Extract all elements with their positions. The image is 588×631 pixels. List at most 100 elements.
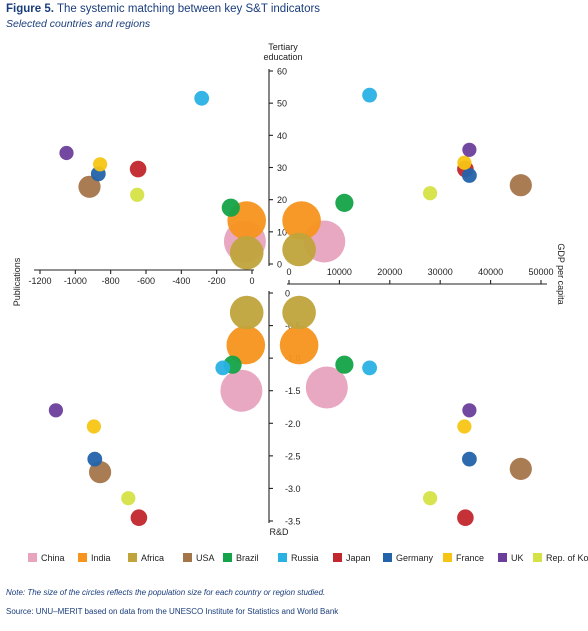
- bubble-china-bottom-right: [305, 366, 348, 409]
- legend-swatch-india: [78, 553, 87, 562]
- axis-left-tick-label: -1000: [64, 276, 87, 286]
- bubble-africa-top-left: [229, 235, 264, 270]
- legend-label-china: China: [41, 553, 65, 563]
- bubble-russia-top-left: [194, 90, 210, 106]
- axis-left-tick-label: -200: [208, 276, 226, 286]
- legend-label-germany: Germany: [396, 553, 434, 563]
- axis-right-tick-label: 40000: [478, 267, 503, 277]
- figure-title-text: The systemic matching between key S&T in…: [56, 3, 321, 15]
- axis-top-tick-label: 20: [277, 195, 287, 205]
- legend: China India Africa USA Brazil Russia Japan Germ…: [28, 553, 588, 563]
- bubble-japan-bottom-left: [130, 509, 148, 526]
- bubble-uk-bottom-right: [462, 403, 477, 418]
- legend-label-india: India: [91, 553, 111, 563]
- figure-subtitle: Selected countries and regions: [6, 18, 151, 30]
- legend-label-usa: USA: [196, 553, 215, 563]
- bubble-africa-bottom-right: [282, 295, 316, 330]
- axis-right-tick-label: 50000: [528, 267, 553, 277]
- legend-swatch-africa: [128, 553, 137, 562]
- bubble-brazil-top-right: [335, 193, 354, 212]
- axis-left-tick-label: -600: [137, 276, 155, 286]
- bubble-africa-bottom-left: [229, 295, 264, 330]
- legend-label-japan: Japan: [346, 553, 371, 563]
- bubble-rep-of-korea-bottom-right: [423, 491, 438, 506]
- bubble-usa-top-left: [78, 175, 101, 198]
- axis-top-tick-label: 0: [277, 260, 282, 270]
- bubble-russia-bottom-left: [215, 360, 231, 376]
- legend-swatch-germany: [383, 553, 392, 562]
- bubble-france-top-left: [93, 157, 108, 172]
- axis-right-tick-label: 0: [286, 267, 291, 277]
- axis-top-tick-label: 40: [277, 131, 287, 141]
- axis-right-tick-label: 30000: [428, 267, 453, 277]
- chart-note: Note: The size of the circles reflects t…: [6, 588, 326, 597]
- bubble-brazil-top-left: [221, 198, 240, 217]
- legend-swatch-brazil: [223, 553, 232, 562]
- bubble-brazil-bottom-right: [335, 355, 354, 374]
- legend-swatch-france: [443, 553, 452, 562]
- axis-top-title-line1: Tertiary: [268, 42, 298, 52]
- axes-layer: 0102030405060Tertiaryeducation0-0.5-1.0-…: [12, 42, 566, 537]
- bubble-india-bottom-left: [226, 325, 266, 365]
- bubble-india-top-right: [282, 201, 321, 240]
- bubble-japan-bottom-right: [457, 509, 474, 526]
- axis-top-tick-label: 60: [277, 67, 287, 77]
- axis-top-tick-label: 30: [277, 163, 287, 173]
- bubbles-layer: [48, 87, 532, 526]
- bubble-japan-top-left: [129, 160, 147, 178]
- axis-bottom-tick-label: -1.5: [285, 386, 301, 396]
- axis-bottom-title: R&D: [269, 527, 289, 537]
- bubble-china-bottom-left: [220, 369, 263, 412]
- chart-source: Source: UNU–MERIT based on data from the…: [6, 607, 339, 616]
- bubble-russia-bottom-right: [362, 360, 377, 376]
- bubble-uk-bottom-left: [48, 403, 64, 418]
- bubble-france-top-right: [457, 155, 472, 170]
- bubble-usa-bottom-left: [89, 461, 112, 484]
- axis-right-tick-label: 20000: [377, 267, 402, 277]
- legend-swatch-china: [28, 553, 37, 562]
- legend-swatch-rep-of-korea: [533, 553, 542, 562]
- figure-number: Figure 5.: [6, 3, 54, 15]
- bubble-india-bottom-right: [279, 325, 319, 365]
- bubble-usa-bottom-right: [509, 457, 532, 480]
- axis-top-tick-label: 50: [277, 99, 287, 109]
- bubble-rep-of-korea-top-left: [130, 187, 145, 202]
- legend-label-uk: UK: [511, 553, 524, 563]
- axis-right-tick-label: 10000: [327, 267, 352, 277]
- axis-bottom-tick-label: -2.5: [285, 451, 301, 461]
- bubble-france-bottom-right: [457, 419, 472, 434]
- legend-label-rep-of-korea: Rep. of Korea: [546, 553, 588, 563]
- bubble-russia-top-right: [362, 87, 377, 103]
- bubble-rep-of-korea-bottom-left: [121, 491, 136, 506]
- bubble-uk-top-left: [59, 145, 74, 161]
- legend-swatch-usa: [183, 553, 192, 562]
- axis-left-tick-label: -400: [172, 276, 190, 286]
- axis-left-tick-label: -800: [102, 276, 120, 286]
- axis-left-tick-label: -1200: [28, 276, 51, 286]
- bubble-germany-bottom-left: [87, 451, 103, 467]
- axis-bottom-tick-label: 0: [285, 289, 290, 299]
- legend-swatch-russia: [278, 553, 287, 562]
- bubble-usa-top-right: [509, 174, 532, 197]
- legend-label-brazil: Brazil: [236, 553, 259, 563]
- axis-bottom-tick-label: -3.0: [285, 484, 301, 494]
- bubble-africa-top-right: [282, 232, 316, 267]
- axis-left-title: Publications: [12, 257, 22, 306]
- legend-swatch-japan: [333, 553, 342, 562]
- bubble-germany-bottom-right: [462, 451, 477, 467]
- axis-right-title: GDP per capita: [556, 243, 566, 304]
- bubble-uk-top-right: [462, 142, 477, 157]
- axis-bottom-tick-label: -2.0: [285, 419, 301, 429]
- axis-bottom-tick-label: -3.5: [285, 517, 301, 527]
- axis-top-tick-label: 10: [277, 227, 287, 237]
- bubble-rep-of-korea-top-right: [423, 186, 438, 201]
- bubble-france-bottom-left: [86, 419, 101, 434]
- legend-label-russia: Russia: [291, 553, 319, 563]
- legend-swatch-uk: [498, 553, 507, 562]
- axis-top-title-line2: education: [263, 52, 302, 62]
- legend-label-france: France: [456, 553, 484, 563]
- bubble-germany-top-right: [462, 168, 477, 183]
- axis-left-tick-label: 0: [249, 276, 254, 286]
- figure-title: Figure 5. The systemic matching between …: [6, 3, 320, 15]
